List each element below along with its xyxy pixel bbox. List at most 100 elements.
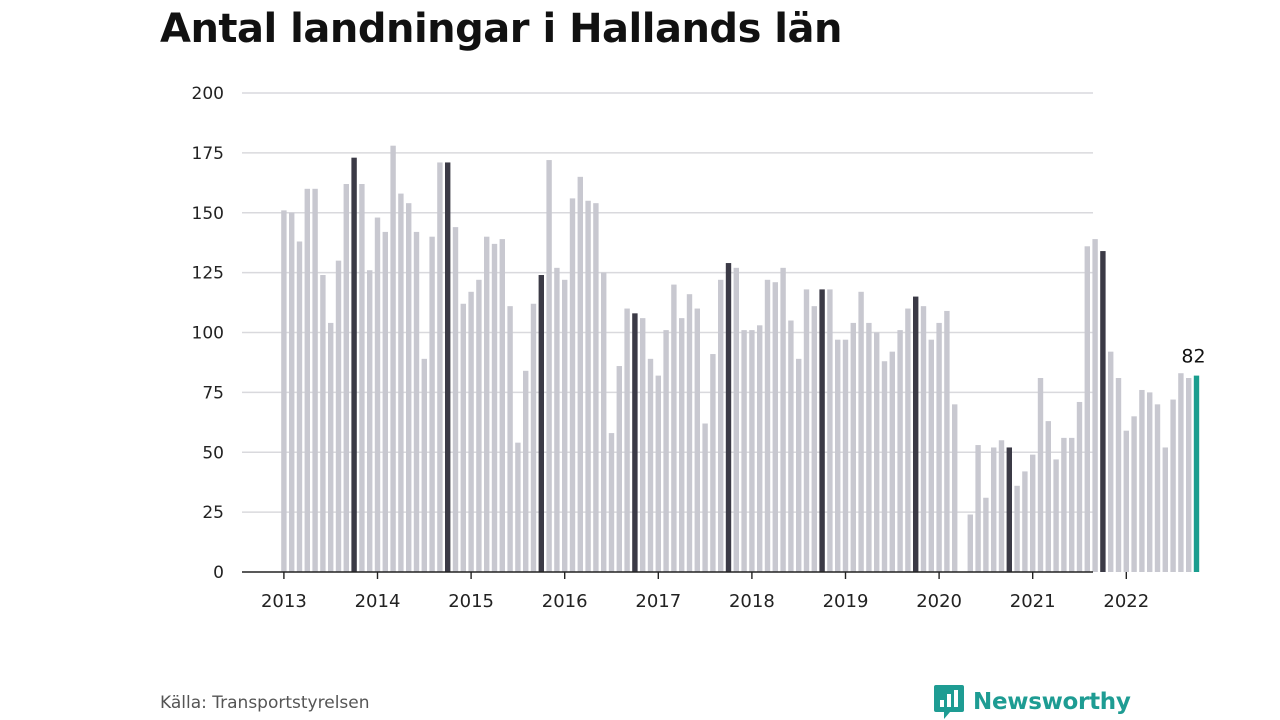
bar (679, 318, 685, 572)
bar (874, 332, 880, 572)
bar (1162, 447, 1168, 572)
bar (772, 282, 778, 572)
bar (944, 310, 950, 572)
bar (1030, 454, 1036, 572)
bar (1115, 378, 1122, 572)
bar (406, 203, 412, 573)
bar (1154, 404, 1161, 572)
bar (335, 260, 342, 572)
bar (491, 243, 498, 572)
bar (640, 318, 646, 572)
bar (983, 497, 989, 572)
bar (530, 303, 537, 572)
bar (304, 188, 310, 573)
bar (780, 267, 786, 572)
bar (320, 275, 326, 572)
x-tick-label: 2022 (1103, 591, 1149, 612)
bar (1170, 399, 1176, 572)
chart-title: Antal landningar i Hallands län (160, 6, 842, 52)
x-tick-label: 2016 (542, 591, 588, 612)
bar (741, 330, 747, 572)
bar (328, 322, 334, 572)
bar (647, 358, 654, 572)
bar (991, 447, 997, 572)
bar (1069, 437, 1075, 572)
bar (663, 330, 669, 572)
bar (281, 210, 287, 573)
bar (1100, 251, 1106, 572)
bar (1076, 401, 1083, 572)
brand-name: Newsworthy (973, 689, 1131, 715)
bar (1045, 421, 1051, 572)
bar (889, 351, 895, 572)
newsworthy-logo-icon (934, 685, 964, 719)
bar (749, 330, 755, 572)
bar (913, 296, 919, 572)
y-tick-label: 175 (192, 144, 224, 164)
x-tick-label: 2021 (1010, 591, 1056, 612)
bar (952, 404, 958, 572)
bar (1006, 447, 1012, 572)
bar (928, 339, 934, 572)
bar (608, 433, 615, 572)
bar (1123, 430, 1129, 572)
bar (827, 289, 833, 572)
bar (842, 339, 849, 572)
bar (351, 157, 357, 573)
bar (897, 330, 903, 572)
bar (484, 236, 490, 572)
bar (967, 514, 973, 572)
bar (562, 279, 568, 572)
bar (1178, 373, 1184, 572)
x-tick-label: 2015 (448, 591, 494, 612)
bar (1092, 239, 1098, 572)
bar (593, 203, 599, 573)
bar (1186, 378, 1192, 572)
bar (850, 322, 856, 572)
bar (616, 366, 622, 572)
bar (624, 308, 630, 572)
bar (718, 279, 724, 572)
bar (725, 263, 732, 572)
y-tick-label: 75 (202, 383, 224, 403)
bars (281, 145, 1200, 573)
bar (421, 358, 427, 572)
y-axis-labels: 0 25 50 75 100 125 150 175 200 (192, 84, 224, 583)
bar (819, 289, 825, 572)
bar (998, 440, 1005, 572)
bar (835, 339, 841, 572)
bar (507, 306, 513, 572)
bar (920, 306, 927, 572)
bar (390, 145, 396, 572)
bar (866, 322, 872, 572)
bar (343, 184, 349, 572)
bar (1037, 378, 1044, 572)
bar (499, 239, 505, 572)
bar (671, 284, 677, 572)
bar (413, 231, 420, 572)
bar (936, 322, 942, 572)
bar (445, 162, 451, 572)
brand: Newsworthy (933, 684, 1131, 720)
bar (452, 227, 459, 572)
y-tick-label: 0 (213, 563, 224, 583)
bar (858, 291, 864, 572)
bar (1131, 416, 1137, 572)
x-tick-label: 2017 (635, 591, 681, 612)
bar (296, 241, 303, 573)
bar (367, 270, 373, 572)
y-tick-label: 25 (202, 503, 224, 523)
annotations: 82 (1181, 346, 1205, 368)
bar (437, 162, 443, 572)
x-tick-label: 2020 (916, 591, 962, 612)
y-tick-label: 150 (192, 204, 224, 224)
bar (538, 275, 544, 572)
bar (788, 320, 794, 572)
y-tick-label: 100 (192, 324, 224, 344)
bar (702, 423, 708, 572)
bar (585, 200, 591, 572)
bar (515, 442, 521, 572)
bar (577, 176, 583, 572)
bar (1061, 437, 1067, 572)
bar (1139, 389, 1145, 572)
